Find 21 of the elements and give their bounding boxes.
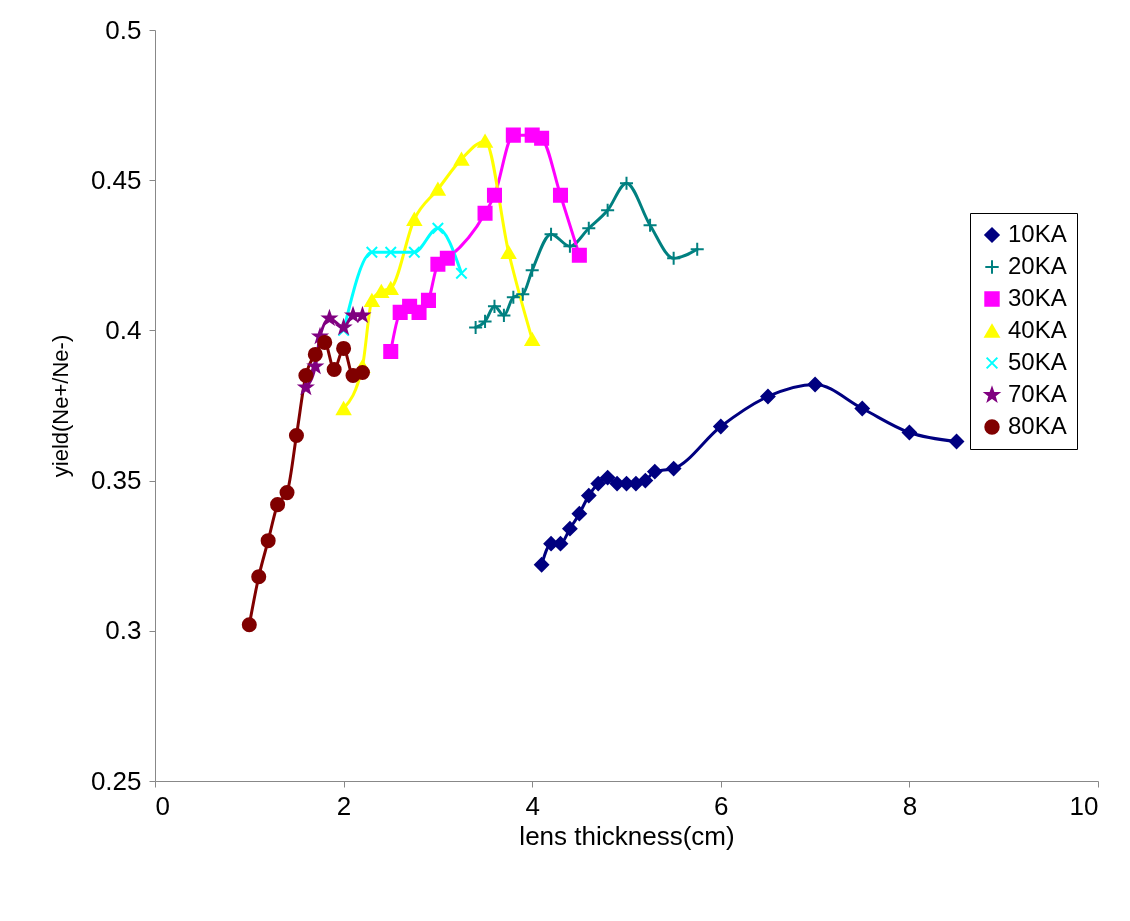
x-tick-label: 4	[525, 790, 540, 821]
y-tick-label: 0.45	[90, 164, 142, 195]
x-tick-label: 8	[902, 790, 918, 821]
x-tick-label: 0	[155, 790, 170, 821]
y-tick-label: 0.25	[90, 765, 142, 796]
y-tick-label: 0.35	[90, 465, 142, 496]
x-tick-label: 6	[714, 790, 729, 821]
x-axis-title: lens thickness(cm)	[519, 820, 735, 851]
legend-label: 70KA	[1008, 380, 1067, 407]
x-tick-label: 10	[1069, 790, 1099, 821]
y-axis-title: yield(Ne+/Ne-)	[47, 334, 73, 478]
legend-label: 10KA	[1008, 220, 1067, 247]
y-tick-label: 0.4	[105, 314, 142, 345]
y-tick-label: 0.5	[105, 14, 142, 45]
y-tick-label: 0.3	[105, 615, 142, 646]
legend-label: 40KA	[1008, 316, 1067, 343]
legend-label: 80KA	[1008, 412, 1067, 439]
legend-label: 30KA	[1008, 284, 1067, 311]
x-tick-label: 2	[336, 790, 352, 821]
legend-label: 20KA	[1008, 252, 1067, 279]
legend-label: 50KA	[1008, 348, 1067, 375]
